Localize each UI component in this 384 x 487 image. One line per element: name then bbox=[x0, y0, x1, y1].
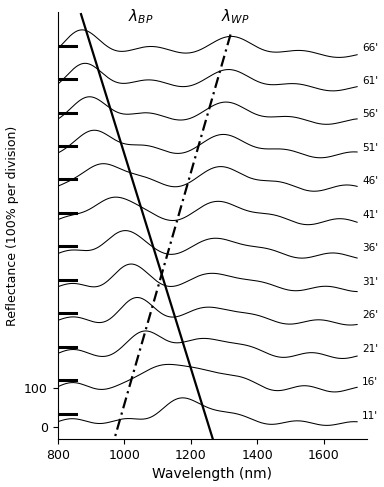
X-axis label: Wavelength (nm): Wavelength (nm) bbox=[152, 468, 272, 482]
Text: 41': 41' bbox=[362, 210, 378, 220]
Text: 61': 61' bbox=[362, 76, 378, 86]
Text: 21': 21' bbox=[362, 344, 378, 354]
Text: $\lambda_{BP}$: $\lambda_{BP}$ bbox=[127, 7, 153, 26]
Text: 66': 66' bbox=[362, 42, 378, 53]
Text: 56': 56' bbox=[362, 110, 378, 119]
Text: 36': 36' bbox=[362, 244, 378, 253]
Text: 26': 26' bbox=[362, 310, 378, 320]
Text: 46': 46' bbox=[362, 176, 378, 187]
Text: 16': 16' bbox=[362, 377, 378, 387]
Text: $\lambda_{WP}$: $\lambda_{WP}$ bbox=[221, 7, 249, 26]
Text: 11': 11' bbox=[362, 411, 378, 421]
Text: 51': 51' bbox=[362, 143, 378, 153]
Text: 31': 31' bbox=[362, 277, 378, 287]
Y-axis label: Reflectance (100% per division): Reflectance (100% per division) bbox=[5, 126, 18, 326]
